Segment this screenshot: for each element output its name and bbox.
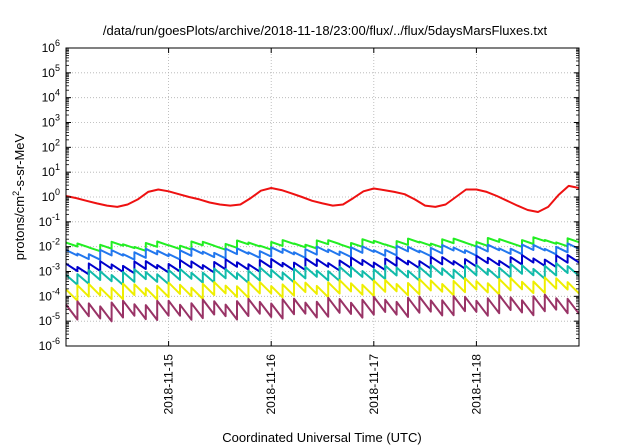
series-line-6 [65,276,580,302]
y-tick-label: 106 [42,38,60,55]
series-line-2 [65,236,580,253]
y-axis-label-sup: 2 [11,191,21,196]
y-tick-label: 10-6 [39,336,60,353]
series-line-1 [65,184,580,213]
y-tick-label: 103 [42,113,60,130]
y-tick-label: 10-1 [39,212,60,229]
y-tick-label: 10-2 [39,237,60,254]
y-tick-label: 104 [42,88,60,105]
x-tick-label: 2018-11-17 [367,354,381,415]
series-line-3 [65,242,580,261]
series-line-7 [65,293,580,323]
y-tick-label: 10-3 [39,262,60,279]
y-tick-label: 102 [42,137,60,154]
y-axis-label: protons/cm2-s-sr-MeV [11,133,27,260]
chart-title: /data/run/goesPlots/archive/2018-11-18/2… [103,23,548,38]
y-tick-label: 10-5 [39,311,60,328]
x-tick-label: 2018-11-15 [162,354,176,415]
x-tick-label: 2018-11-18 [469,354,483,415]
y-tick-label: 101 [42,162,60,179]
x-axis-label: Coordinated Universal Time (UTC) [222,430,421,445]
y-tick-label: 105 [42,63,60,80]
y-tick-label: 100 [42,187,60,204]
plot-frame [65,47,580,347]
series-group [65,184,580,323]
y-tick-label: 10-4 [39,286,60,303]
y-axis-label-suffix: -s-sr-MeV [12,133,27,190]
x-tick-label: 2018-11-16 [264,354,278,415]
series-line-5 [65,262,580,286]
axis-ticks: 10-6 10-5 10-4 10-3 10-2 10-1 100 101 102 103 104 1… [39,38,579,415]
series-line-4 [65,254,580,276]
y-axis-label-prefix: protons/cm [12,196,27,260]
